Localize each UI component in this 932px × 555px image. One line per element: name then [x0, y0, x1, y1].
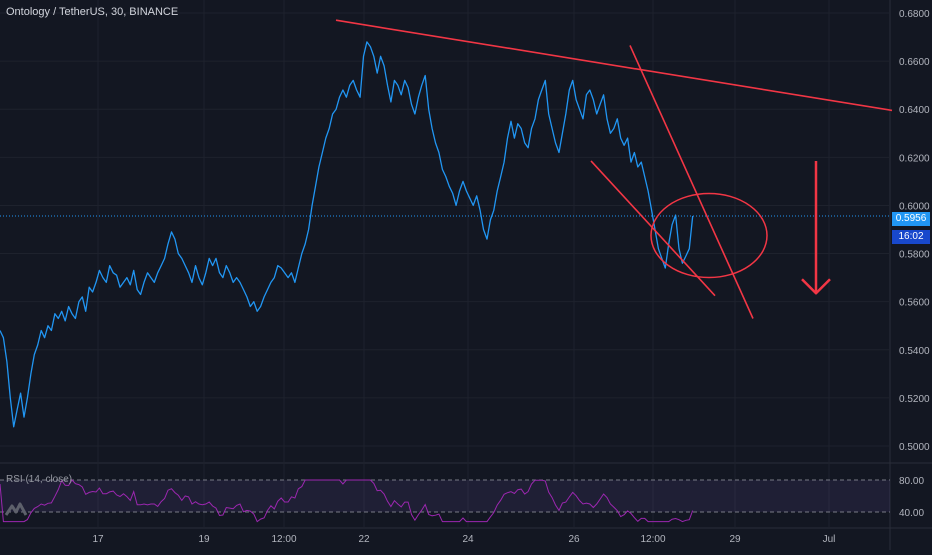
x-tick-label: 12:00 — [640, 534, 665, 545]
y-tick-label: 0.5800 — [899, 250, 930, 261]
rsi-level-label: 40.00 — [899, 508, 924, 519]
countdown-tag: 16:02 — [892, 230, 930, 244]
x-tick-label: 29 — [729, 534, 741, 545]
y-tick-label: 0.6200 — [899, 153, 930, 164]
rsi-panel: 80.00 40.00 — [0, 476, 924, 523]
chart-title: Ontology / TetherUS, 30, BINANCE — [6, 6, 179, 18]
tradingview-logo-icon — [3, 500, 29, 520]
y-tick-label: 0.6600 — [899, 57, 930, 68]
rsi-label: RSI (14, close) — [6, 474, 73, 485]
x-tick-label: 19 — [198, 534, 210, 545]
price-series — [0, 41, 890, 428]
x-tick-label: 17 — [92, 534, 104, 545]
x-tick-label: 12:00 — [271, 534, 296, 545]
y-tick-label: 0.6400 — [899, 105, 930, 116]
trendline[interactable] — [335, 19, 893, 112]
y-tick-label: 0.6800 — [899, 9, 930, 20]
y-tick-label: 0.5200 — [899, 394, 930, 405]
price-line — [0, 41, 694, 428]
current-price-tag: 0.5956 — [892, 212, 930, 226]
rsi-level-label: 80.00 — [899, 476, 924, 487]
trendline[interactable] — [590, 160, 716, 297]
drawings[interactable] — [335, 19, 893, 319]
x-tick-label: 24 — [462, 534, 474, 545]
arrow-down-head[interactable] — [801, 278, 831, 295]
rsi-line — [0, 479, 694, 523]
x-tick-label: 22 — [358, 534, 370, 545]
y-tick-label: 0.5400 — [899, 346, 930, 357]
y-tick-label: 0.5000 — [899, 442, 930, 453]
rsi-band — [0, 480, 890, 512]
price-axis[interactable]: 0.6800 0.6600 0.6400 0.6200 0.6000 0.5800 0.56… — [899, 9, 930, 453]
highlight-circle[interactable] — [650, 192, 768, 279]
x-tick-label: Jul — [823, 534, 836, 545]
time-axis[interactable]: 17 19 12:00 22 24 26 12:00 29 Jul — [92, 534, 835, 545]
trendline[interactable] — [629, 45, 754, 319]
y-tick-label: 0.6000 — [899, 201, 930, 212]
x-tick-label: 26 — [568, 534, 580, 545]
y-tick-label: 0.5600 — [899, 298, 930, 309]
